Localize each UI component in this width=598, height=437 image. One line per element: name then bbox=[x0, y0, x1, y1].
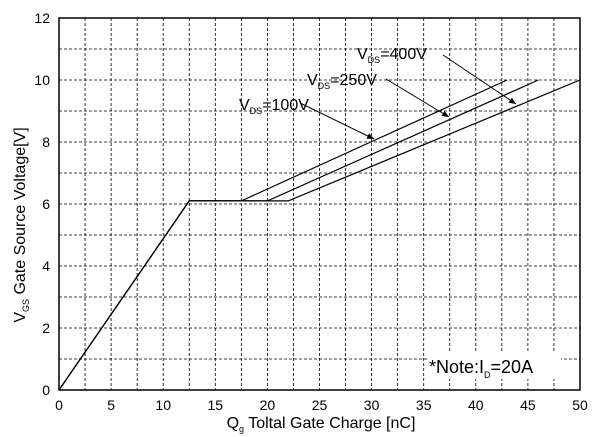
x-tick-label: 35 bbox=[416, 397, 432, 413]
x-tick-label: 5 bbox=[107, 397, 115, 413]
series-lines bbox=[58, 79, 581, 391]
y-tick-label: 4 bbox=[42, 258, 50, 274]
series-line-vds-400v bbox=[58, 79, 581, 391]
y-tick-label: 10 bbox=[34, 72, 50, 88]
x-tick-label: 25 bbox=[312, 397, 328, 413]
annotation-vds-250: VDS=250V bbox=[307, 72, 377, 91]
x-tick-label: 20 bbox=[260, 397, 276, 413]
arrow-vds-250 bbox=[385, 78, 450, 118]
y-tick-label: 12 bbox=[34, 10, 50, 26]
arrow-vds-100 bbox=[299, 102, 375, 140]
y-tick-label: 0 bbox=[42, 382, 50, 398]
x-tick-label: 10 bbox=[155, 397, 171, 413]
x-axis-title: Qg Toltal Gate Charge [nC] bbox=[227, 415, 416, 434]
y-tick-label: 6 bbox=[42, 196, 50, 212]
plot-frame bbox=[58, 17, 581, 391]
x-tick-label: 30 bbox=[364, 397, 380, 413]
note-box bbox=[427, 353, 561, 379]
y-tick-label: 2 bbox=[42, 320, 50, 336]
x-tick-label: 45 bbox=[520, 397, 536, 413]
y-axis-title: VGS Gate Source Voltage[V] bbox=[12, 127, 31, 322]
x-tick-label: 40 bbox=[468, 397, 484, 413]
x-tick-label: 50 bbox=[572, 397, 588, 413]
grid bbox=[59, 18, 580, 390]
x-tick-label: 0 bbox=[55, 397, 63, 413]
x-tick-label: 15 bbox=[208, 397, 224, 413]
arrow-vds-400 bbox=[442, 54, 517, 105]
y-tick-label: 8 bbox=[42, 134, 50, 150]
annotation-vds-100: VDS=100V bbox=[239, 97, 309, 116]
tick-labels: 0 5 10 15 20 25 30 35 40 45 50 0 2 4 6 8 10 12 bbox=[34, 10, 588, 413]
note-text: *Note:ID=20A bbox=[429, 357, 533, 380]
annotation-vds-400: VDS=400V bbox=[357, 46, 427, 65]
